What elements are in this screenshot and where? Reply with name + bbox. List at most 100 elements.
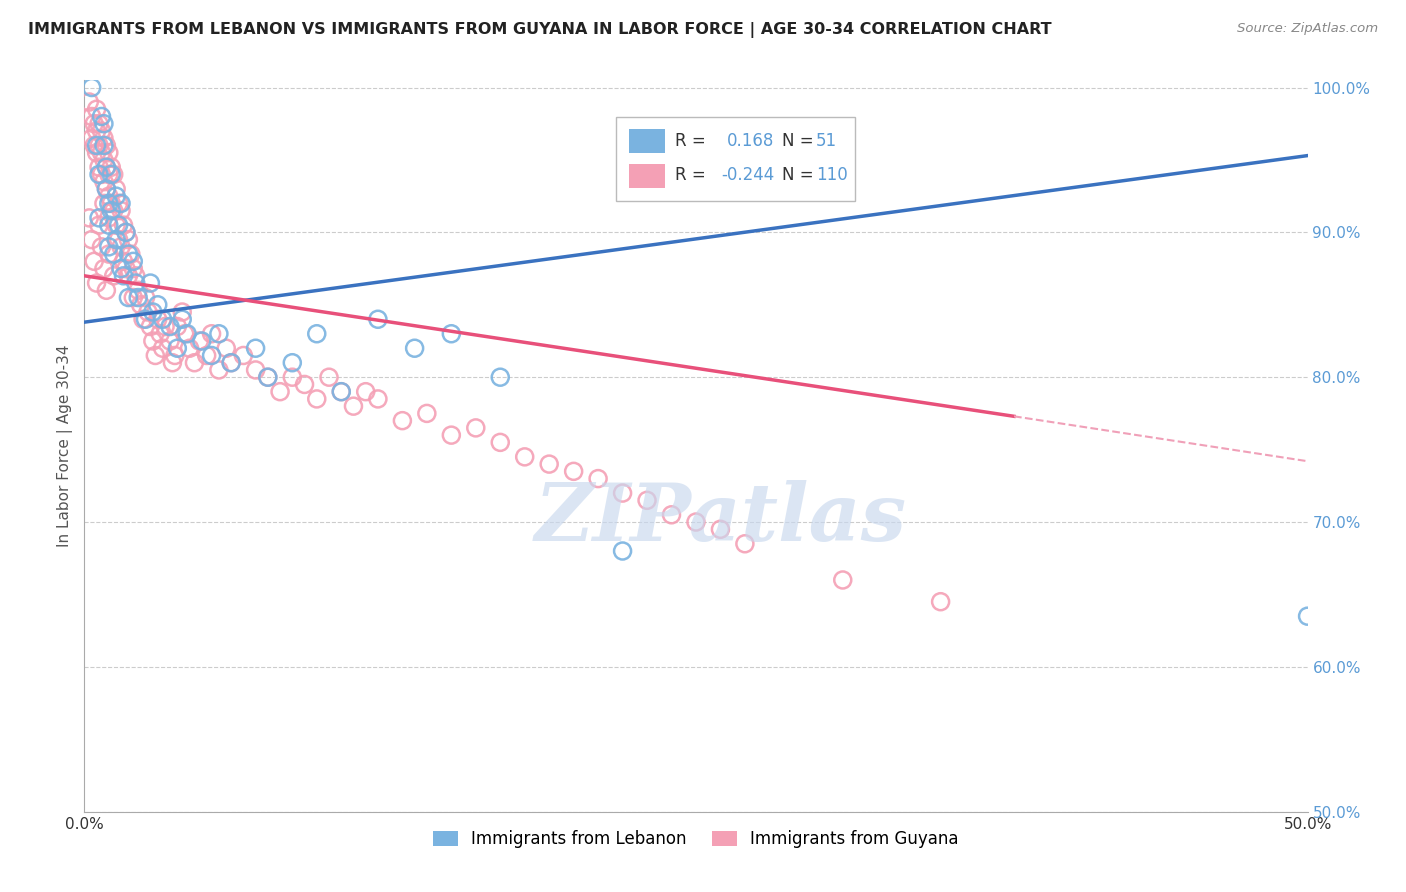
Text: Source: ZipAtlas.com: Source: ZipAtlas.com bbox=[1237, 22, 1378, 36]
Point bbox=[100, 168, 122, 182]
Point bbox=[83, 138, 105, 153]
Point bbox=[208, 363, 231, 377]
Point bbox=[172, 312, 194, 326]
Point bbox=[391, 414, 413, 428]
Point bbox=[117, 268, 139, 283]
Point bbox=[416, 406, 439, 420]
Point bbox=[367, 312, 389, 326]
Point bbox=[135, 312, 157, 326]
Point bbox=[112, 218, 135, 232]
Point bbox=[97, 189, 120, 203]
Point bbox=[115, 261, 138, 276]
Point bbox=[440, 326, 463, 341]
Text: R =: R = bbox=[675, 132, 706, 150]
Point bbox=[132, 312, 155, 326]
Point bbox=[86, 145, 108, 160]
Point bbox=[305, 326, 328, 341]
Point bbox=[173, 326, 195, 341]
Point bbox=[110, 240, 132, 254]
Point bbox=[215, 341, 238, 355]
Point bbox=[83, 117, 105, 131]
Point bbox=[115, 225, 138, 239]
Point bbox=[562, 464, 585, 478]
Point bbox=[87, 117, 110, 131]
Point bbox=[232, 349, 254, 363]
Point bbox=[97, 218, 120, 232]
Text: 0.168: 0.168 bbox=[727, 132, 773, 150]
Point bbox=[200, 326, 222, 341]
Point bbox=[152, 341, 174, 355]
Point bbox=[107, 233, 129, 247]
Point bbox=[440, 428, 463, 442]
Point bbox=[83, 254, 105, 268]
Point bbox=[127, 283, 149, 297]
Point bbox=[105, 233, 128, 247]
Point bbox=[245, 341, 267, 355]
Point bbox=[489, 435, 512, 450]
Point bbox=[163, 349, 186, 363]
Point bbox=[122, 254, 145, 268]
Point bbox=[117, 247, 139, 261]
Point bbox=[127, 291, 149, 305]
Point bbox=[188, 334, 211, 348]
FancyBboxPatch shape bbox=[628, 129, 665, 153]
Point bbox=[709, 522, 731, 536]
Point bbox=[305, 392, 328, 406]
Point bbox=[125, 268, 148, 283]
Point bbox=[77, 211, 100, 225]
Point bbox=[97, 240, 120, 254]
Point bbox=[87, 138, 110, 153]
Point bbox=[191, 334, 214, 348]
Point bbox=[200, 349, 222, 363]
Point bbox=[86, 138, 108, 153]
Point bbox=[195, 349, 218, 363]
Point bbox=[93, 131, 115, 145]
Point bbox=[257, 370, 280, 384]
Point bbox=[142, 334, 165, 348]
Point bbox=[80, 233, 103, 247]
Point bbox=[103, 247, 125, 261]
Point bbox=[636, 493, 658, 508]
Point bbox=[176, 326, 198, 341]
Point bbox=[93, 261, 115, 276]
Point bbox=[1296, 609, 1319, 624]
Point bbox=[117, 233, 139, 247]
Point bbox=[86, 102, 108, 116]
Point bbox=[354, 384, 377, 399]
Point bbox=[90, 240, 112, 254]
Point bbox=[179, 341, 201, 355]
Point bbox=[135, 291, 157, 305]
Point bbox=[93, 138, 115, 153]
Point bbox=[152, 312, 174, 326]
Point bbox=[96, 160, 118, 174]
Point bbox=[342, 399, 364, 413]
Point bbox=[143, 349, 166, 363]
Point bbox=[513, 450, 536, 464]
Point bbox=[100, 203, 122, 218]
Text: 110: 110 bbox=[815, 167, 848, 185]
Point bbox=[93, 196, 115, 211]
Point bbox=[125, 276, 148, 290]
Point bbox=[269, 384, 291, 399]
FancyBboxPatch shape bbox=[616, 117, 855, 201]
Point bbox=[110, 261, 132, 276]
Point bbox=[87, 160, 110, 174]
Point bbox=[110, 203, 132, 218]
Point bbox=[464, 421, 486, 435]
Point bbox=[159, 319, 181, 334]
Text: N =: N = bbox=[782, 132, 813, 150]
Point bbox=[538, 457, 561, 471]
Point bbox=[139, 319, 162, 334]
Point bbox=[159, 334, 181, 348]
Text: -0.244: -0.244 bbox=[721, 167, 775, 185]
Point bbox=[90, 124, 112, 138]
Point bbox=[153, 319, 176, 334]
Point bbox=[80, 80, 103, 95]
Point bbox=[166, 319, 188, 334]
Text: N =: N = bbox=[782, 167, 813, 185]
Point bbox=[103, 203, 125, 218]
Point bbox=[245, 363, 267, 377]
Point bbox=[183, 356, 205, 370]
Point bbox=[96, 182, 118, 196]
Point bbox=[146, 298, 169, 312]
